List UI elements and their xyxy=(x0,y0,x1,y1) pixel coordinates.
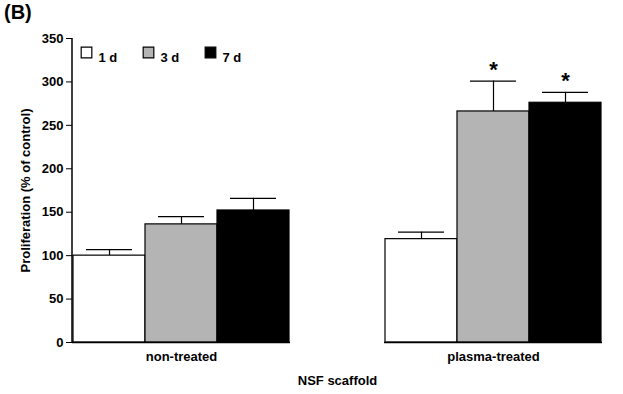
svg-text:NSF scaffold: NSF scaffold xyxy=(298,373,378,388)
svg-text:*: * xyxy=(561,68,570,93)
svg-text:plasma-treated: plasma-treated xyxy=(447,349,540,364)
svg-text:Proliferation (% of control): Proliferation (% of control) xyxy=(18,109,33,273)
svg-text:0: 0 xyxy=(56,335,63,350)
svg-text:150: 150 xyxy=(42,204,64,219)
html-text:(B): (B) xyxy=(4,1,32,23)
svg-text:100: 100 xyxy=(42,248,64,263)
svg-text:non-treated: non-treated xyxy=(146,349,218,364)
svg-text:300: 300 xyxy=(42,74,64,89)
svg-text:350: 350 xyxy=(42,31,64,46)
svg-text:50: 50 xyxy=(49,291,63,306)
svg-text:7 d: 7 d xyxy=(223,50,242,65)
svg-text:*: * xyxy=(489,57,498,82)
svg-text:250: 250 xyxy=(42,118,64,133)
svg-text:200: 200 xyxy=(42,161,64,176)
svg-text:3 d: 3 d xyxy=(161,50,180,65)
svg-text:1 d: 1 d xyxy=(99,50,118,65)
